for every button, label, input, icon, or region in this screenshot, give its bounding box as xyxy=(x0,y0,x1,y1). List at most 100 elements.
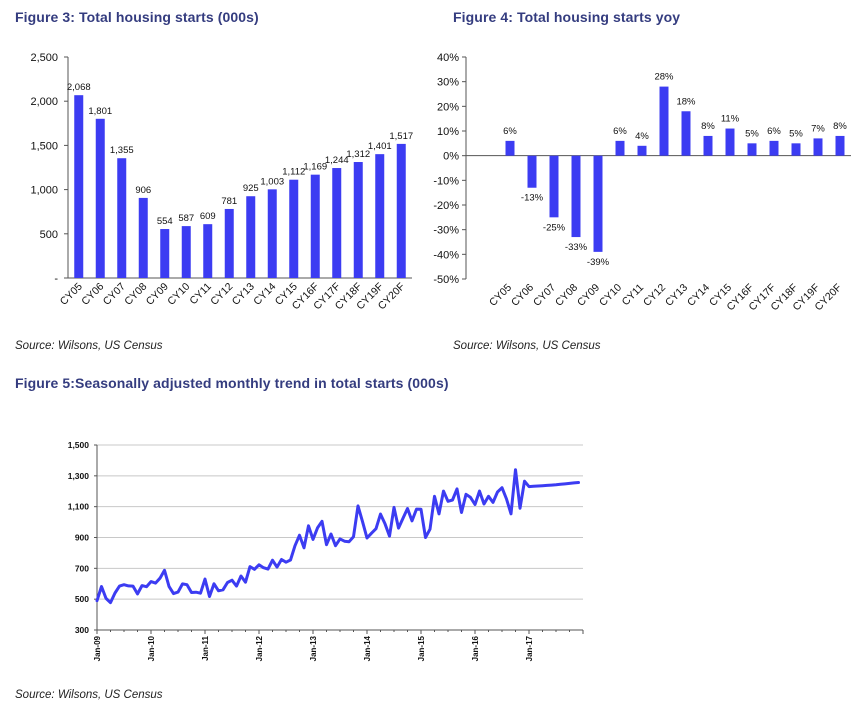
fig4-data-label: -13% xyxy=(521,193,544,204)
figure-5-title: Figure 5:Seasonally adjusted monthly tre… xyxy=(15,375,449,391)
fig3-category-label: CY10 xyxy=(165,281,192,308)
fig3-category-label: CY14 xyxy=(251,281,278,308)
fig3-y-tick-label: 1,500 xyxy=(30,140,58,152)
fig3-y-tick-label: 1,000 xyxy=(30,185,58,197)
fig3-data-label: 1,401 xyxy=(368,141,392,152)
fig4-y-tick-label: 10% xyxy=(437,126,459,138)
fig4-bar xyxy=(835,135,845,156)
fig3-bar xyxy=(332,168,342,278)
fig4-data-label: -33% xyxy=(565,242,588,253)
fig3-category-label: CY13 xyxy=(230,281,257,308)
fig4-data-label: -39% xyxy=(587,257,610,268)
fig4-bar xyxy=(615,140,625,156)
fig5-y-tick-label: 1,500 xyxy=(68,440,90,450)
fig5-y-tick-label: 1,300 xyxy=(68,471,90,481)
fig3-data-label: 609 xyxy=(200,211,216,222)
figure-3-bar-chart: - 500 1,000 1,500 2,000 2,500 2,068 CY05 1,801 CY… xyxy=(30,52,413,312)
fig4-y-tick-label: -20% xyxy=(433,200,459,212)
fig4-data-label: 28% xyxy=(654,72,674,83)
fig3-bar xyxy=(181,226,191,278)
fig3-data-label: 1,312 xyxy=(346,149,370,160)
figure-5-line-chart: 300 500 700 900 1,100 1,300 1,500 Jan-09 Jan-10 J… xyxy=(68,440,584,661)
fig4-y-tick-label: 30% xyxy=(437,77,459,89)
fig3-y-tick-label: - xyxy=(54,273,58,285)
fig4-data-label: 8% xyxy=(833,121,847,132)
fig4-data-label: 18% xyxy=(676,96,696,107)
fig3-data-label: 1,244 xyxy=(325,155,349,166)
fig4-bar xyxy=(703,135,713,156)
fig4-y-tick-label: 20% xyxy=(437,101,459,113)
fig3-category-label: CY06 xyxy=(79,281,106,308)
fig3-data-label: 587 xyxy=(178,213,194,224)
fig4-data-label: 6% xyxy=(767,126,781,137)
fig3-data-label: 781 xyxy=(221,196,237,207)
fig4-bar xyxy=(725,128,735,156)
fig4-data-label: 4% xyxy=(635,131,649,142)
fig4-data-label: -25% xyxy=(543,222,566,233)
fig3-data-label: 2,068 xyxy=(67,82,91,93)
fig4-data-label: 7% xyxy=(811,123,825,134)
fig3-data-label: 1,112 xyxy=(282,167,305,178)
fig4-bar xyxy=(593,155,603,252)
fig4-category-label: CY14 xyxy=(685,282,712,309)
fig3-data-label: 1,003 xyxy=(260,176,284,187)
fig4-category-label: CY07 xyxy=(531,282,558,309)
fig4-bar xyxy=(769,140,779,156)
fig5-x-tick-label: Jan-11 xyxy=(201,635,210,660)
fig3-y-tick-label: 500 xyxy=(40,229,58,241)
fig3-category-label: CY09 xyxy=(144,281,171,308)
fig3-bar xyxy=(95,118,105,279)
fig3-y-tick-label: 2,000 xyxy=(30,96,58,108)
fig3-bar xyxy=(289,179,299,278)
fig5-x-tick-label: Jan-12 xyxy=(255,635,264,661)
fig4-bar xyxy=(637,145,647,156)
figure-3-source: Source: Wilsons, US Census xyxy=(15,340,163,352)
fig4-category-label: CY09 xyxy=(575,282,602,309)
fig3-category-label: CY12 xyxy=(208,281,235,308)
fig3-bar xyxy=(117,158,127,278)
fig3-bar xyxy=(396,143,406,278)
fig3-data-label: 925 xyxy=(243,183,259,194)
fig4-category-label: CY10 xyxy=(597,282,624,309)
fig5-y-tick-label: 900 xyxy=(75,533,89,543)
fig5-y-tick-label: 1,100 xyxy=(68,502,90,512)
fig4-data-label: 6% xyxy=(613,126,627,137)
fig5-x-tick-label: Jan-10 xyxy=(147,635,156,661)
fig4-data-label: 5% xyxy=(745,128,759,139)
fig3-category-label: CY11 xyxy=(187,281,214,308)
fig3-data-label: 906 xyxy=(135,185,151,196)
fig4-data-label: 11% xyxy=(721,114,740,125)
fig3-bar xyxy=(267,189,277,278)
fig3-data-label: 554 xyxy=(157,216,173,227)
fig3-category-label: CY08 xyxy=(122,281,149,308)
fig3-bar xyxy=(74,95,84,278)
fig5-x-tick-label: Jan-16 xyxy=(471,635,480,661)
fig3-data-label: 1,355 xyxy=(110,145,134,156)
figure-4-bar-chart: 40% 30% 20% 10% 0% -10% -20% -30% -40% -50% 6% CY05… xyxy=(433,52,851,313)
fig4-bar xyxy=(659,86,669,156)
figure-5-source: Source: Wilsons, US Census xyxy=(15,689,163,701)
fig4-data-label: 6% xyxy=(503,126,517,137)
fig4-data-label: 5% xyxy=(789,128,803,139)
fig4-bar xyxy=(813,138,823,156)
fig4-y-tick-label: -50% xyxy=(433,274,459,286)
fig4-y-tick-label: -10% xyxy=(433,175,459,187)
fig4-category-label: CY05 xyxy=(487,282,514,309)
fig4-category-label: CY12 xyxy=(641,282,668,309)
fig3-bar xyxy=(203,224,213,278)
fig5-x-tick-label: Jan-13 xyxy=(309,635,318,661)
fig4-bar xyxy=(747,143,757,156)
fig4-bar xyxy=(505,140,515,156)
fig5-x-tick-label: Jan-14 xyxy=(363,635,372,661)
fig3-data-label: 1,169 xyxy=(303,162,327,173)
fig4-category-label: CY13 xyxy=(663,282,690,309)
fig4-bar xyxy=(791,143,801,156)
fig3-bar xyxy=(246,196,256,278)
fig4-y-tick-label: -40% xyxy=(433,249,459,261)
fig4-category-label: CY11 xyxy=(620,282,647,309)
fig5-x-tick-label: Jan-09 xyxy=(93,635,102,661)
fig5-series-line xyxy=(95,468,580,605)
fig4-bar xyxy=(681,111,691,156)
fig3-bar xyxy=(375,154,385,278)
